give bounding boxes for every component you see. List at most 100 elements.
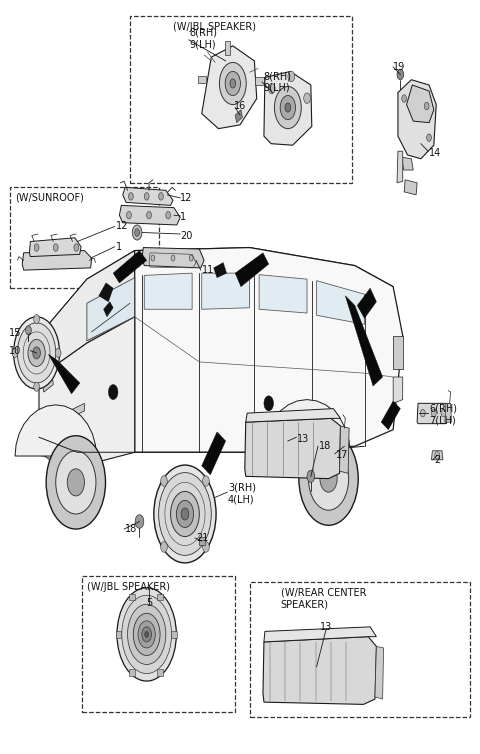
Circle shape (161, 476, 168, 486)
Polygon shape (259, 274, 307, 313)
Circle shape (435, 452, 440, 459)
Circle shape (299, 432, 358, 526)
Circle shape (142, 627, 152, 642)
Circle shape (158, 192, 163, 200)
Text: 15: 15 (9, 328, 22, 339)
Circle shape (441, 409, 446, 417)
Text: 6(RH)
7(LH): 6(RH) 7(LH) (429, 404, 457, 425)
Circle shape (67, 469, 84, 496)
Polygon shape (202, 273, 250, 309)
Text: (W/SUNROOF): (W/SUNROOF) (15, 192, 84, 203)
Circle shape (129, 192, 133, 200)
Circle shape (420, 409, 425, 417)
Polygon shape (432, 451, 443, 460)
Circle shape (55, 348, 61, 357)
Polygon shape (39, 403, 84, 434)
Text: 14: 14 (429, 148, 441, 158)
Circle shape (170, 492, 199, 537)
Polygon shape (235, 110, 242, 123)
Circle shape (151, 255, 155, 261)
Circle shape (17, 323, 56, 383)
Circle shape (34, 244, 39, 251)
Polygon shape (214, 262, 227, 277)
Circle shape (268, 84, 275, 94)
Bar (157, 593, 163, 600)
Circle shape (427, 134, 432, 142)
Polygon shape (264, 400, 350, 452)
Polygon shape (317, 280, 364, 324)
Polygon shape (48, 354, 80, 394)
Polygon shape (393, 377, 403, 403)
Polygon shape (417, 403, 450, 424)
Text: 19: 19 (393, 62, 406, 72)
Circle shape (307, 470, 315, 483)
Polygon shape (123, 187, 173, 205)
Circle shape (280, 96, 296, 120)
Text: 20: 20 (180, 231, 192, 241)
Bar (250, 581, 470, 717)
Circle shape (135, 515, 144, 529)
Circle shape (219, 63, 246, 105)
Circle shape (203, 476, 209, 486)
Polygon shape (393, 336, 403, 369)
Text: 17: 17 (336, 450, 348, 460)
Text: 12: 12 (116, 222, 128, 231)
Text: (W/JBL SPEAKER): (W/JBL SPEAKER) (87, 581, 170, 592)
Circle shape (402, 95, 407, 103)
Text: 3(RH)
4(LH): 3(RH) 4(LH) (228, 483, 256, 504)
Polygon shape (39, 250, 135, 377)
Circle shape (176, 501, 193, 528)
Circle shape (288, 71, 295, 81)
Polygon shape (264, 627, 376, 642)
Circle shape (203, 541, 209, 552)
Polygon shape (135, 247, 403, 452)
Circle shape (189, 255, 193, 261)
Circle shape (74, 244, 79, 251)
Polygon shape (41, 368, 53, 392)
Polygon shape (381, 401, 400, 430)
Circle shape (138, 621, 156, 648)
Polygon shape (29, 238, 81, 256)
Circle shape (161, 541, 168, 552)
Circle shape (127, 211, 132, 219)
Circle shape (132, 225, 142, 240)
Circle shape (309, 447, 348, 510)
Polygon shape (144, 273, 192, 309)
Bar (82, 577, 235, 712)
Text: 10: 10 (9, 345, 22, 356)
Circle shape (230, 79, 236, 88)
Circle shape (225, 72, 240, 96)
Circle shape (53, 244, 58, 251)
Text: 5: 5 (146, 598, 152, 608)
Circle shape (171, 255, 175, 261)
Bar (199, 538, 205, 545)
Polygon shape (264, 72, 312, 146)
Circle shape (34, 382, 39, 391)
Polygon shape (15, 405, 96, 456)
Text: 2: 2 (434, 455, 440, 464)
Circle shape (275, 87, 301, 129)
Text: 8(RH)
9(LH): 8(RH) 9(LH) (263, 71, 291, 93)
Circle shape (117, 587, 176, 681)
Polygon shape (263, 636, 376, 704)
Polygon shape (39, 437, 77, 479)
Text: 18: 18 (125, 524, 137, 534)
Polygon shape (375, 646, 384, 699)
Circle shape (12, 348, 18, 357)
Circle shape (145, 631, 149, 637)
Polygon shape (39, 317, 135, 467)
Circle shape (264, 396, 274, 411)
Bar (130, 16, 352, 182)
Circle shape (144, 192, 149, 200)
Polygon shape (113, 250, 147, 283)
Text: (W/JBL SPEAKER): (W/JBL SPEAKER) (173, 22, 256, 32)
Polygon shape (202, 432, 226, 475)
Polygon shape (22, 250, 92, 270)
Polygon shape (99, 283, 113, 302)
Circle shape (34, 314, 39, 323)
Bar (116, 631, 121, 638)
Polygon shape (407, 85, 434, 123)
Circle shape (133, 613, 160, 655)
Circle shape (181, 508, 189, 520)
Polygon shape (445, 403, 452, 422)
